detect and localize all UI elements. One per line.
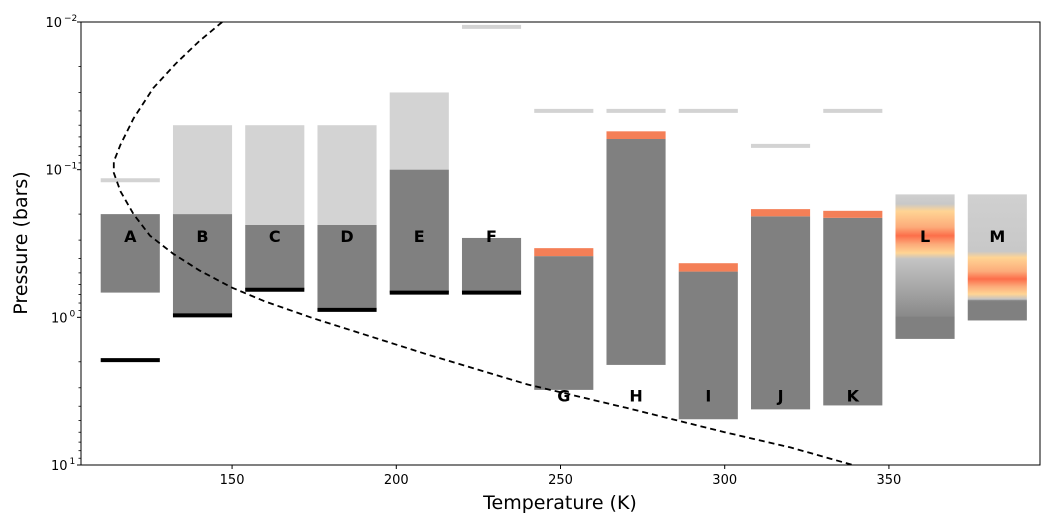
bar-label-b: B (196, 227, 208, 246)
bar-h-hot-layer (606, 131, 666, 140)
bar-f-dark (461, 237, 522, 293)
bar-label-c: C (269, 227, 281, 246)
bar-k-dark (823, 217, 883, 406)
y-tick-exponent: 1 (70, 457, 76, 467)
y-tick-exponent: −2 (64, 14, 77, 24)
bar-d-dark (317, 225, 377, 310)
bar-j-hot-layer (750, 209, 811, 217)
bar-label-a: A (124, 227, 137, 246)
y-tick-exponent: −1 (64, 162, 77, 172)
bar-d-light (317, 125, 377, 226)
y-tick-label: 10 (45, 164, 62, 179)
bar-label-h: H (629, 386, 642, 405)
x-axis-label: Temperature (K) (482, 492, 637, 514)
bar-b-light (172, 125, 233, 215)
x-tick-label: 150 (220, 473, 245, 488)
x-axis-ticks: 150 200 250 300 350 (220, 465, 902, 488)
bars-layer: A B C D E F G H I J K L M (100, 24, 1027, 420)
y-tick-label: 10 (51, 459, 68, 474)
bar-e-light (389, 92, 449, 170)
bar-label-g: G (557, 386, 570, 405)
bar-k-hot-layer (823, 210, 883, 218)
bar-label-d: D (340, 227, 353, 246)
bar-label-k: K (847, 386, 860, 405)
bar-a-dark (100, 214, 160, 293)
bar-label-f: F (486, 227, 497, 246)
y-tick-label: 10 (45, 16, 62, 31)
bar-label-j: J (777, 386, 784, 405)
bar-c-light (245, 125, 305, 226)
bar-l-gradient (895, 194, 955, 339)
bar-e-dark (389, 169, 449, 293)
x-tick-label: 200 (384, 473, 409, 488)
curve-layer (112, 22, 854, 465)
bar-g-dark (534, 256, 594, 390)
y-axis-label: Pressure (bars) (10, 171, 32, 314)
bar-label-e: E (414, 227, 425, 246)
bar-i-hot-layer (678, 263, 738, 272)
y-tick-label: 10 (51, 311, 68, 326)
x-tick-label: 300 (712, 473, 737, 488)
bar-j-dark (750, 216, 811, 410)
bar-label-m: M (989, 227, 1005, 246)
bar-m-gradient (967, 194, 1027, 321)
bar-b-dark (172, 214, 233, 316)
bar-i-dark (678, 271, 738, 420)
bar-g-hot-layer (534, 248, 594, 257)
bar-c-dark (245, 225, 305, 290)
x-tick-label: 350 (877, 473, 902, 488)
x-tick-label: 250 (548, 473, 573, 488)
y-tick-exponent: 0 (70, 309, 76, 319)
bar-label-l: L (920, 227, 930, 246)
dashed-curve (112, 22, 854, 465)
bar-h-dark (606, 139, 666, 365)
bar-label-i: I (705, 386, 711, 405)
